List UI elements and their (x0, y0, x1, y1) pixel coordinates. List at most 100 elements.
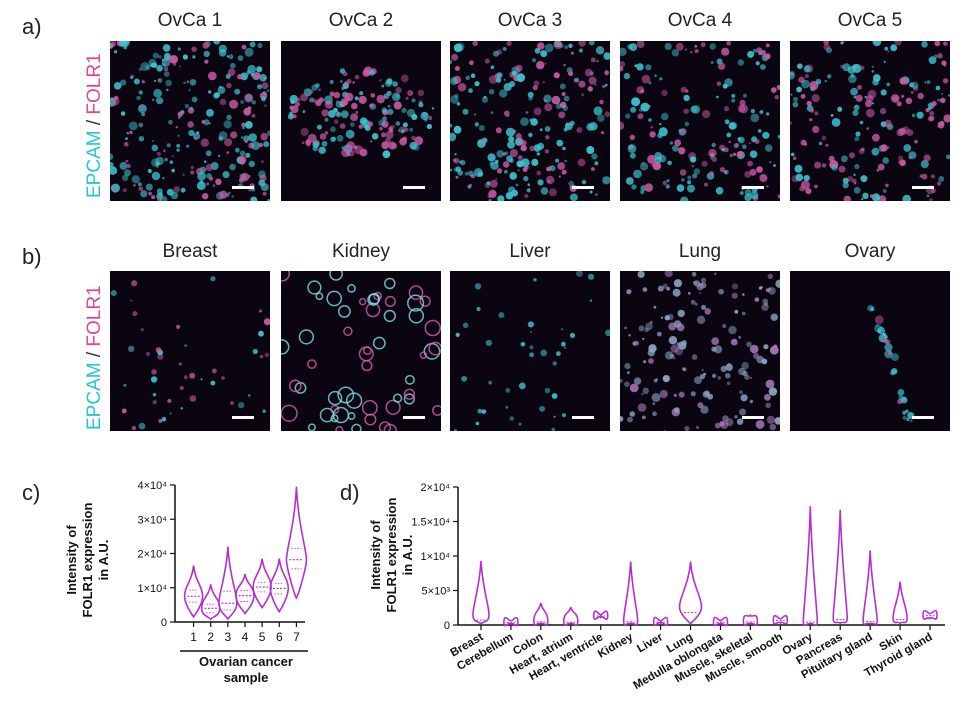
scale-bar (572, 416, 594, 419)
scale-bar (912, 416, 934, 419)
row-b-title-liver: Liver (509, 241, 551, 262)
row-a-title-4: OvCa 4 (667, 10, 733, 31)
scale-bar (742, 416, 764, 419)
y-tick-label: 1×10⁴ (137, 583, 167, 595)
tissue-texture (620, 41, 780, 201)
violin-medulla-oblongata (712, 616, 729, 627)
x-tick-label: 3 (225, 630, 232, 644)
micrograph-breast (110, 271, 270, 431)
panel-label-c: c) (22, 480, 41, 505)
y-axis-label-line3: in A.U. (96, 540, 111, 581)
micrograph-ovca-2 (281, 41, 441, 201)
epcam-label: EPCAM (84, 362, 105, 430)
row-a-stain-label: EPCAM / FOLR1 (84, 53, 106, 198)
y-tick-label: 5×10³ (422, 586, 451, 598)
violin-chart-normal-tissues: Intensity of FOLR1 expression in A.U. 0 5… (368, 482, 945, 692)
violin-pancreas (832, 509, 849, 625)
tissue-texture (790, 271, 950, 431)
epcam-label: EPCAM (84, 130, 105, 198)
violin-liver (652, 616, 669, 626)
x-tick-label: 5 (259, 630, 266, 644)
tissue-texture (281, 41, 441, 201)
scale-bar (232, 416, 254, 419)
y-tick-label: 2×10⁴ (420, 482, 450, 494)
violin-1 (183, 565, 204, 619)
micrograph-ovca-5 (790, 41, 950, 201)
tissue-texture (450, 271, 610, 431)
folr1-label: FOLR1 (84, 53, 105, 115)
row-b-stain-label: EPCAM / FOLR1 (84, 285, 106, 430)
x-tick-label: Liver (635, 631, 665, 655)
micrograph-kidney (281, 271, 441, 431)
folr1-label: FOLR1 (84, 285, 105, 347)
violin-7 (285, 486, 308, 600)
scale-bar (403, 416, 425, 419)
violin-4 (235, 573, 255, 615)
micrograph-ovca-3 (450, 41, 610, 201)
y-tick-label: 4×10⁴ (137, 480, 167, 492)
violin-pituitary-gland (862, 550, 878, 626)
violin-thyroid-gland (922, 609, 938, 620)
violin-5 (252, 558, 272, 610)
row-b-title-breast: Breast (162, 241, 218, 262)
y-axis-label-line1: Intensity of (64, 525, 79, 595)
x-tick-label: Kidney (596, 631, 636, 661)
tissue-texture (110, 41, 270, 201)
micrograph-ovca-4 (620, 41, 780, 201)
violin-ovary (802, 506, 819, 626)
y-tick-label: 2×10⁴ (137, 549, 167, 561)
violin-cerebellum (503, 616, 519, 627)
stain-separator: / (84, 346, 105, 363)
violin-2 (200, 584, 221, 621)
tissue-texture (620, 271, 780, 431)
row-b-title-kidney: Kidney (331, 241, 391, 262)
micrograph-lung (620, 271, 780, 431)
x-axis-label-line1: Ovarian cancer (199, 654, 293, 669)
violin-kidney (622, 561, 639, 626)
violin-muscle-skeletal (742, 613, 759, 626)
violin-heart-ventricle (592, 610, 609, 620)
violin-3 (218, 546, 238, 621)
tissue-texture (281, 271, 441, 431)
y-tick-label: 1×10⁴ (420, 551, 450, 563)
y-tick-label: 0 (161, 617, 167, 629)
row-a-title-2: OvCa 2 (328, 10, 394, 31)
x-axis-label-line2: sample (224, 670, 269, 685)
scale-bar (232, 186, 254, 189)
row-b-title-lung: Lung (678, 241, 722, 262)
scale-bar (403, 186, 425, 189)
violin-breast (472, 560, 490, 626)
violin-muscle-smooth (772, 614, 789, 625)
row-a-title-3: OvCa 3 (497, 10, 563, 31)
x-tick-label: 1 (190, 630, 197, 644)
violin-chart-ovarian-samples: Intensity of FOLR1 expression in A.U. Ov… (64, 480, 308, 685)
micrograph-ovca-1 (110, 41, 270, 201)
violin-colon (533, 602, 549, 626)
violin-lung (678, 561, 703, 626)
tissue-texture (790, 41, 950, 201)
panel-label-b: b) (22, 244, 42, 269)
scale-bar (912, 186, 934, 189)
row-a-title-5: OvCa 5 (837, 10, 903, 31)
violin-6 (269, 558, 290, 614)
violin-heart-atrium (562, 606, 579, 626)
x-tick-label: 7 (293, 630, 300, 644)
stain-separator: / (84, 114, 105, 131)
micrograph-liver (450, 271, 610, 431)
x-tick-label: 4 (242, 630, 249, 644)
y-axis-label-line3: in A.U. (400, 535, 415, 576)
row-b-title-ovary: Ovary (844, 241, 896, 262)
panel-label-a: a) (22, 14, 42, 39)
x-tick-label: 2 (207, 630, 214, 644)
x-tick-label: 6 (276, 630, 283, 644)
y-tick-label: 3×10⁴ (137, 514, 167, 526)
tissue-texture (450, 41, 610, 201)
scale-bar (572, 186, 594, 189)
tissue-texture (110, 271, 270, 431)
y-axis-label-line1: Intensity of (368, 520, 383, 590)
y-axis-label-line2: FOLR1 expression (80, 503, 95, 618)
y-axis-label-line2: FOLR1 expression (384, 498, 399, 613)
y-tick-label: 1.5×10⁴ (411, 517, 450, 529)
scale-bar (742, 186, 764, 189)
row-a-title-1: OvCa 1 (157, 10, 223, 31)
